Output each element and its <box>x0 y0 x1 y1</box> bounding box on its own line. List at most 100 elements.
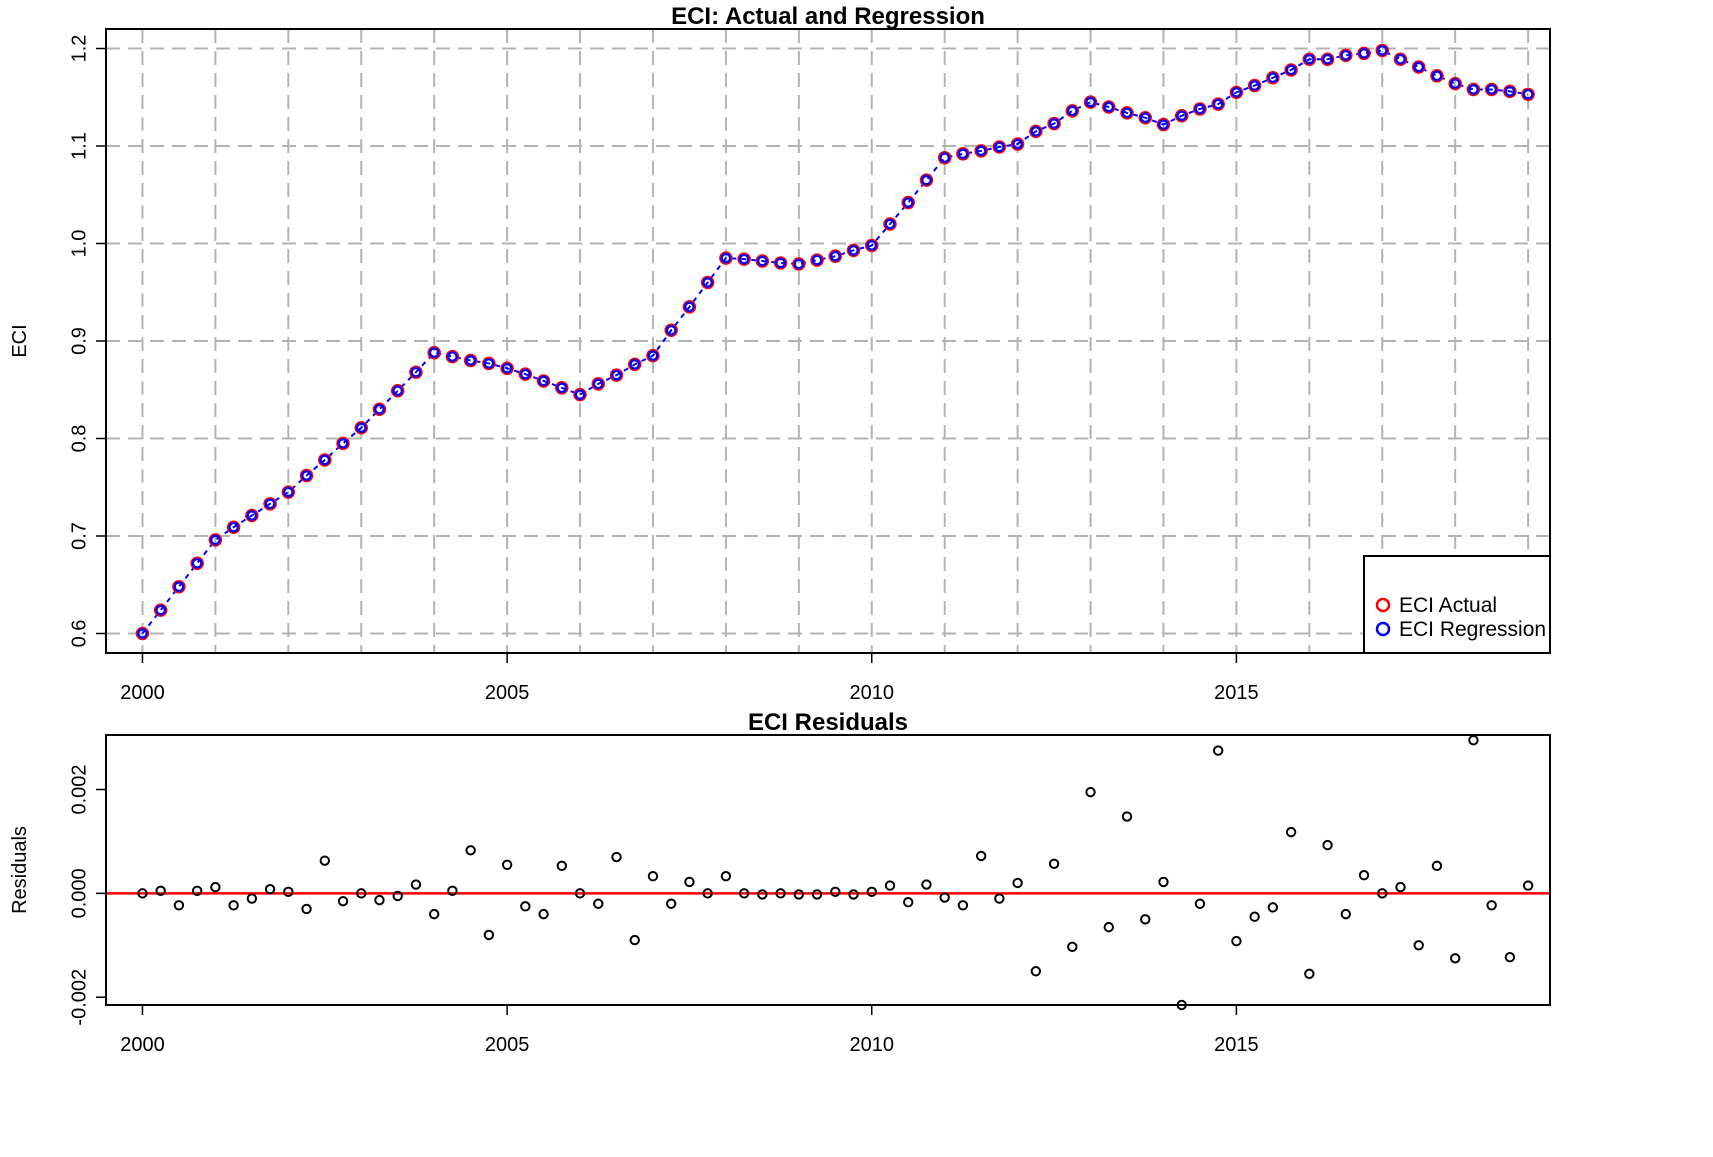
eci-actual-point <box>318 453 332 467</box>
eci-actual-point <box>1266 71 1280 85</box>
eci-actual-point <box>883 217 897 231</box>
eci-regression-point <box>173 581 185 593</box>
bottom-y-tick-label: 0.000 <box>68 868 90 918</box>
eci-actual-point <box>500 361 514 376</box>
residual-point <box>757 889 768 900</box>
eci-actual-point <box>226 520 241 534</box>
bottom-x-tick-label: 2000 <box>120 1034 165 1056</box>
residual-point <box>1322 839 1333 851</box>
eci-regression-point <box>1468 84 1479 95</box>
eci-actual-point <box>846 243 861 258</box>
residual-point <box>356 888 367 899</box>
eci-regression-point <box>702 277 714 288</box>
eci-actual-point <box>1211 97 1225 111</box>
residual-point <box>1285 826 1297 838</box>
eci-regression-point <box>428 347 440 359</box>
residual-point <box>939 892 950 903</box>
residual-point <box>1413 940 1424 951</box>
eci-regression-point <box>1194 103 1206 115</box>
eci-regression-point <box>1449 78 1461 89</box>
eci-actual-point <box>627 357 642 372</box>
top-y-tick-label: 0.7 <box>68 522 90 550</box>
eci-actual-point <box>153 603 168 617</box>
bottom-y-tick-label: -0.002 <box>68 969 90 1026</box>
residual-point <box>210 881 221 893</box>
residual-point <box>191 885 203 896</box>
regression-dashed-line <box>141 49 1529 635</box>
eci-actual-point <box>1156 117 1171 132</box>
residual-point <box>137 888 148 899</box>
eci-regression-point <box>720 252 732 264</box>
eci-regression-point <box>738 253 750 265</box>
eci-residuals-chart: 2000 2005 2010 2015 -0.002 0.000 0.002 ECI Res… <box>9 709 1551 1056</box>
eci-regression-point <box>829 250 841 262</box>
eci-regression-point <box>355 422 367 434</box>
eci-regression-point <box>975 145 987 157</box>
residual-point <box>1304 968 1315 980</box>
top-y-tick-label: 0.6 <box>68 620 90 648</box>
eci-actual-point <box>1120 106 1134 120</box>
eci-regression-point <box>1395 53 1406 65</box>
top-points <box>135 43 1535 641</box>
eci-regression-point <box>611 369 622 381</box>
residual-point <box>666 898 677 909</box>
eci-actual-point <box>1284 63 1298 77</box>
bottom-y-axis-label: Residuals <box>9 826 31 914</box>
bottom-x-tick-label: 2010 <box>850 1034 895 1056</box>
residual-point <box>629 934 640 946</box>
eci-actual-point <box>937 150 952 165</box>
residual-point <box>1212 745 1224 756</box>
top-plot-frame <box>105 28 1551 654</box>
eci-regression-point <box>374 403 385 415</box>
bottom-y-tick-label: 0.002 <box>68 764 90 814</box>
eci-regression-point <box>866 240 878 251</box>
eci-actual-point <box>919 173 934 187</box>
residual-point <box>483 929 495 941</box>
eci-regression-point <box>519 368 531 380</box>
eci-actual-point <box>518 367 533 381</box>
eci-regression-point <box>337 438 349 449</box>
top-y-tick-label: 1.1 <box>68 132 90 160</box>
residual-point <box>647 871 659 882</box>
eci-actual-point <box>390 383 405 398</box>
top-x-tick-label: 2000 <box>120 682 165 704</box>
residual-point <box>246 893 258 904</box>
eci-regression-point <box>1522 88 1534 100</box>
eci-regression-point <box>1413 61 1425 73</box>
residual-point <box>1468 734 1479 746</box>
eci-regression-point <box>994 141 1005 153</box>
eci-actual-point <box>901 195 915 210</box>
residual-point <box>173 900 185 911</box>
eci-regression-point <box>1267 72 1279 84</box>
eci-actual-point <box>354 421 369 435</box>
eci-actual-point <box>208 533 223 547</box>
eci-regression-point <box>1376 45 1388 56</box>
eci-regression-point <box>210 534 221 546</box>
eci-regression-point <box>1139 112 1151 124</box>
top-chart-title: ECI: Actual and Regression <box>671 3 985 30</box>
eci-regression-point <box>1340 49 1352 61</box>
eci-regression-point <box>921 174 932 186</box>
eci-actual-point <box>974 144 988 158</box>
eci-actual-point <box>1083 95 1098 109</box>
residual-point <box>957 900 969 911</box>
eci-regression-point <box>538 375 549 387</box>
eci-regression-point <box>757 255 768 267</box>
eci-regression-point <box>957 148 969 160</box>
eci-regression-point <box>684 301 695 313</box>
residual-point <box>337 895 349 907</box>
top-y-tick-label: 0.9 <box>68 327 90 355</box>
eci-regression-point <box>1212 98 1224 110</box>
residual-point <box>738 888 750 899</box>
residual-point <box>884 880 896 891</box>
eci-actual-point <box>1339 48 1353 63</box>
eci-regression-point <box>191 557 203 569</box>
eci-actual-point <box>1320 52 1335 66</box>
eci-actual-point <box>1193 102 1207 116</box>
residual-point <box>994 893 1005 904</box>
residual-point <box>1504 952 1516 963</box>
residual-point <box>830 886 841 898</box>
eci-regression-point <box>137 628 148 639</box>
eci-actual-point <box>810 253 824 267</box>
residual-point <box>848 889 859 900</box>
